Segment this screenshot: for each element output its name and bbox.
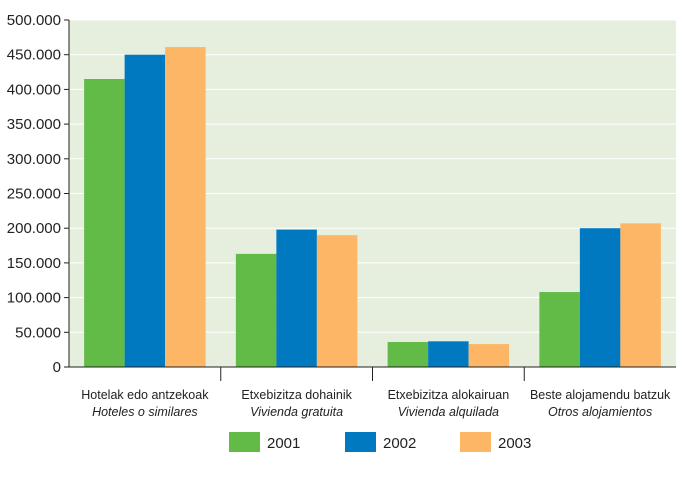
x-category-sublabel: Otros alojamientos — [548, 405, 652, 419]
y-tick-label: 400.000 — [7, 81, 61, 98]
bar — [468, 344, 510, 367]
x-category-sublabel: Vivienda gratuita — [250, 405, 343, 419]
bar — [276, 229, 317, 367]
y-tick-label: 100.000 — [7, 290, 61, 307]
x-category-label: Beste alojamendu batzuk — [530, 388, 671, 402]
legend-label: 2002 — [383, 435, 416, 452]
x-category-label: Hotelak edo antzekoak — [81, 388, 209, 402]
bars — [84, 47, 661, 368]
bar — [620, 223, 661, 367]
legend-swatch — [345, 432, 376, 452]
legend-label: 2001 — [267, 435, 300, 452]
y-tick-label: 200.000 — [7, 220, 61, 237]
bar — [428, 341, 469, 367]
bar — [387, 342, 429, 367]
x-category-sublabel: Hoteles o similares — [92, 405, 198, 419]
y-tick-label: 350.000 — [7, 116, 61, 133]
x-axis-ticks — [220, 367, 525, 381]
legend-swatch — [229, 432, 260, 452]
x-axis-labels: Hotelak edo antzekoak Hoteles o similares… — [81, 388, 671, 419]
x-category-label: Etxebizitza alokairuan — [388, 388, 510, 402]
y-tick-label: 150.000 — [7, 255, 61, 272]
y-tick-label: 450.000 — [7, 47, 61, 64]
bar — [539, 292, 580, 367]
bar — [165, 47, 206, 367]
bar — [235, 253, 277, 367]
y-tick-label: 500.000 — [7, 12, 61, 29]
bar — [124, 54, 166, 367]
legend: 2001 2002 2003 — [229, 432, 531, 452]
bar — [579, 228, 621, 367]
y-axis-ticks: 0 50.000 100.000 150.000 200.000 250.000 300.0… — [7, 12, 69, 376]
x-category-sublabel: Vivienda alquilada — [398, 405, 499, 419]
y-tick-label: 250.000 — [7, 186, 61, 203]
y-tick-label: 0 — [53, 359, 61, 376]
legend-swatch — [460, 432, 491, 452]
bar — [316, 235, 358, 367]
x-category-label: Etxebizitza dohainik — [241, 388, 352, 402]
bar — [84, 78, 125, 368]
y-tick-label: 300.000 — [7, 151, 61, 168]
y-tick-label: 50.000 — [15, 324, 61, 341]
legend-label: 2003 — [498, 435, 531, 452]
